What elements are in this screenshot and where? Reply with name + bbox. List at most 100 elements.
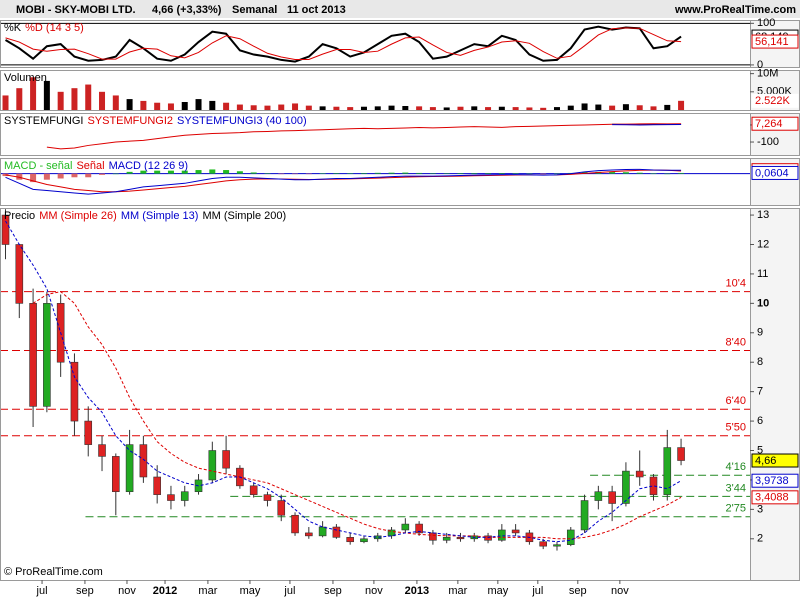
- candle-body: [429, 532, 437, 541]
- date: 11 oct 2013: [287, 4, 346, 16]
- bar: [333, 173, 340, 174]
- bar: [112, 95, 119, 110]
- value-marker-label: 56,141: [755, 36, 789, 48]
- bar: [236, 171, 243, 174]
- bar: [526, 107, 533, 110]
- bar: [457, 106, 464, 110]
- bar: [99, 173, 106, 175]
- bar: [553, 173, 560, 175]
- candle-body: [305, 532, 313, 537]
- bar: [429, 107, 436, 110]
- bar: [71, 88, 78, 110]
- candle-body: [649, 476, 658, 495]
- y-tick-label: 6: [757, 415, 763, 427]
- y-tick-label: -100: [757, 136, 779, 148]
- value-marker: [751, 490, 799, 505]
- bar: [16, 173, 23, 180]
- candle-body: [663, 447, 672, 495]
- legend-entry: MM (Simple 200): [202, 210, 286, 222]
- bar: [609, 172, 616, 174]
- series-line: [46, 123, 682, 150]
- candle-body: [566, 529, 575, 545]
- candle-body: [511, 529, 520, 534]
- candle-body: [539, 541, 547, 547]
- candle-body: [180, 491, 189, 501]
- bar: [209, 100, 216, 110]
- bar: [388, 105, 395, 110]
- bar: [209, 169, 216, 174]
- y-tick-label: 5: [757, 444, 763, 456]
- bar: [498, 106, 505, 110]
- panel-frame: [0, 113, 751, 156]
- value-marker: [751, 116, 799, 131]
- legend-entry: MM (Simple 13): [121, 210, 199, 222]
- candle-body: [125, 444, 134, 493]
- legend-entry: Precio: [4, 210, 35, 222]
- value-marker: [751, 34, 799, 49]
- x-tick-label: may: [487, 585, 508, 597]
- y-tick-label: 100: [757, 17, 775, 29]
- bar: [85, 84, 92, 110]
- bar: [540, 107, 547, 110]
- value-marker-label: 7,264: [755, 118, 783, 130]
- legend-entry: %D (14 3 5): [25, 22, 84, 34]
- bar: [57, 173, 64, 179]
- x-tick-label: nov: [611, 585, 629, 597]
- bar: [305, 173, 312, 175]
- bar: [236, 104, 243, 110]
- y-tick-label: 10: [757, 297, 769, 309]
- bar: [540, 173, 547, 175]
- candle-body: [84, 420, 93, 445]
- value-marker-label: 3,4088: [755, 492, 789, 504]
- y-tick-label: 10M: [757, 68, 778, 80]
- candle-body: [98, 444, 106, 457]
- bar: [16, 88, 23, 110]
- level-label: 6'40: [726, 395, 746, 407]
- period: Semanal: [232, 4, 277, 16]
- bar: [264, 173, 271, 174]
- bar: [443, 107, 450, 110]
- candle-body: [346, 537, 354, 543]
- x-tick-label: sep: [76, 585, 94, 597]
- candle-body: [167, 494, 175, 501]
- bar: [498, 173, 505, 174]
- bar: [333, 106, 340, 110]
- x-tick-label: 2013: [405, 585, 429, 597]
- bar: [181, 102, 188, 110]
- candle-body: [43, 303, 51, 407]
- candle-body: [553, 544, 561, 547]
- bar: [664, 104, 671, 110]
- bar: [443, 173, 450, 174]
- bar: [374, 172, 381, 174]
- candle-body: [456, 537, 465, 540]
- bar: [250, 172, 257, 174]
- panel-plot: [1, 168, 750, 195]
- level-label: 8'40: [726, 336, 746, 348]
- candle-body: [291, 514, 299, 534]
- bar: [360, 106, 367, 110]
- scale-area: [750, 208, 800, 581]
- legend-entry: Señal: [76, 160, 104, 172]
- bar: [71, 173, 78, 178]
- value-marker: [751, 165, 799, 180]
- legend-entry: %K: [4, 22, 22, 34]
- y-tick-label: 8: [757, 356, 763, 368]
- candle-body: [387, 529, 396, 537]
- bar: [2, 95, 9, 110]
- value-marker-label: 0,0604: [755, 167, 789, 179]
- last-price: 4,66 (+3,33%): [152, 4, 222, 16]
- legend-entry: MM (Simple 26): [39, 210, 117, 222]
- y-tick-label: 11: [757, 268, 768, 280]
- bar: [416, 106, 423, 110]
- bar: [292, 173, 299, 175]
- bar: [512, 107, 519, 110]
- value-marker: [751, 473, 799, 488]
- value-marker-label: 2.522K: [755, 95, 791, 107]
- header-bar: [0, 0, 800, 18]
- candle-body: [360, 538, 368, 543]
- panel-frame: [0, 158, 751, 206]
- value-marker: [751, 453, 799, 468]
- bar: [553, 107, 560, 110]
- x-tick-label: 2012: [153, 585, 177, 597]
- bar: [99, 91, 106, 110]
